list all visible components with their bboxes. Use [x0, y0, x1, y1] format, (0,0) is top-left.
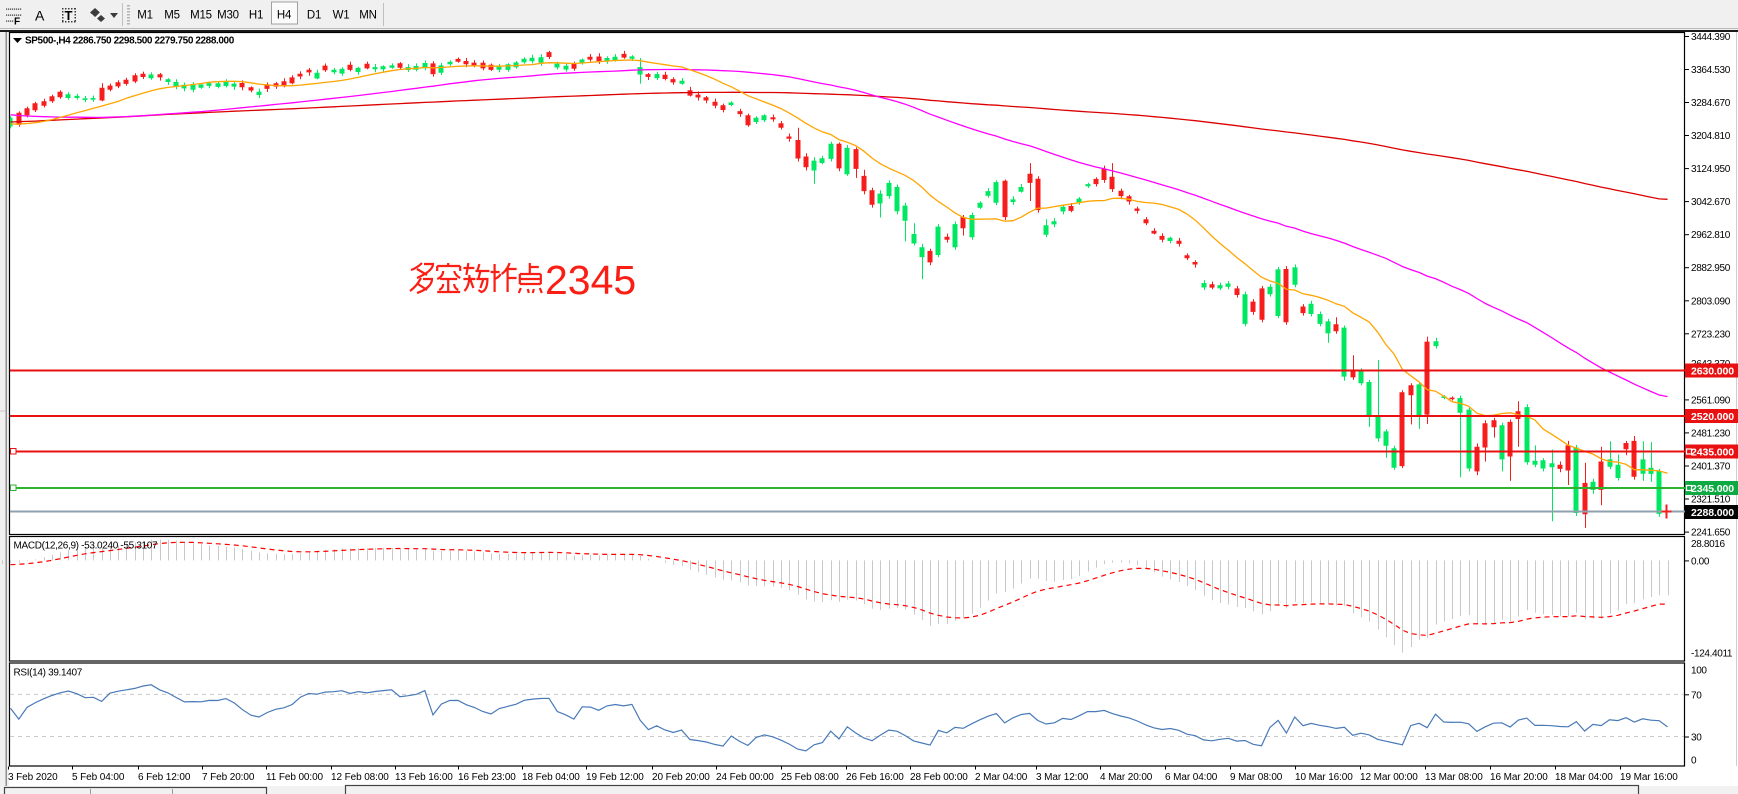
svg-text:12 Feb 08:00: 12 Feb 08:00	[331, 772, 389, 783]
svg-text:70: 70	[1691, 691, 1702, 702]
svg-text:16 Feb 23:00: 16 Feb 23:00	[458, 772, 516, 783]
svg-text:6 Mar 04:00: 6 Mar 04:00	[1165, 772, 1218, 783]
svg-text:3 Mar 12:00: 3 Mar 12:00	[1036, 772, 1089, 783]
svg-text:2401.370: 2401.370	[1691, 462, 1731, 473]
svg-text:F: F	[14, 17, 20, 28]
svg-text:M5: M5	[164, 10, 180, 22]
svg-text:0.00: 0.00	[1691, 557, 1710, 568]
svg-text:M15: M15	[190, 10, 212, 22]
svg-text:2345: 2345	[545, 257, 636, 303]
svg-text:2723.230: 2723.230	[1691, 329, 1731, 340]
svg-text:18 Feb 04:00: 18 Feb 04:00	[522, 772, 580, 783]
svg-text:D1: D1	[307, 10, 321, 22]
svg-text:H1: H1	[249, 10, 263, 22]
svg-text:3 Feb 2020: 3 Feb 2020	[8, 772, 58, 783]
svg-text:20 Feb 20:00: 20 Feb 20:00	[652, 772, 710, 783]
svg-text:MACD(12,26,9) -53.0240 -55.310: MACD(12,26,9) -53.0240 -55.3107	[14, 541, 159, 552]
svg-text:2 Mar 04:00: 2 Mar 04:00	[975, 772, 1028, 783]
svg-text:19 Mar 16:00: 19 Mar 16:00	[1620, 772, 1678, 783]
svg-text:18 Mar 04:00: 18 Mar 04:00	[1555, 772, 1613, 783]
svg-text:M30: M30	[217, 10, 239, 22]
svg-text:10 Mar 16:00: 10 Mar 16:00	[1295, 772, 1353, 783]
svg-text:9 Mar 08:00: 9 Mar 08:00	[1230, 772, 1283, 783]
svg-text:2345.000: 2345.000	[1691, 483, 1734, 495]
svg-text:3284.670: 3284.670	[1691, 98, 1731, 109]
svg-text:0: 0	[1691, 756, 1697, 767]
svg-text:3124.950: 3124.950	[1691, 164, 1731, 175]
svg-text:2630.000: 2630.000	[1691, 366, 1734, 378]
svg-text:26 Feb 16:00: 26 Feb 16:00	[846, 772, 904, 783]
svg-text:2481.230: 2481.230	[1691, 428, 1731, 439]
svg-text:24 Feb 00:00: 24 Feb 00:00	[716, 772, 774, 783]
svg-text:28 Feb 00:00: 28 Feb 00:00	[910, 772, 968, 783]
svg-text:3364.530: 3364.530	[1691, 65, 1731, 76]
svg-text:SP500-,H4 2286.750 2298.500 2: SP500-,H4 2286.750 2298.500 2279.750 228…	[25, 36, 235, 47]
svg-text:16 Mar 20:00: 16 Mar 20:00	[1490, 772, 1548, 783]
svg-text:2520.000: 2520.000	[1691, 411, 1734, 423]
svg-text:3444.390: 3444.390	[1691, 32, 1731, 43]
svg-text:A: A	[35, 8, 45, 24]
svg-text:3042.670: 3042.670	[1691, 197, 1731, 208]
svg-text:100: 100	[1691, 666, 1707, 677]
svg-text:28.8016: 28.8016	[1691, 539, 1725, 550]
svg-text:12 Mar 00:00: 12 Mar 00:00	[1360, 772, 1418, 783]
svg-text:7 Feb 20:00: 7 Feb 20:00	[202, 772, 255, 783]
svg-text:2882.950: 2882.950	[1691, 263, 1731, 274]
svg-text:6 Feb 12:00: 6 Feb 12:00	[138, 772, 191, 783]
svg-text:W1: W1	[333, 10, 350, 22]
svg-text:13 Mar 08:00: 13 Mar 08:00	[1425, 772, 1483, 783]
svg-text:19 Feb 12:00: 19 Feb 12:00	[586, 772, 644, 783]
svg-text:T: T	[65, 8, 73, 23]
svg-text:2962.810: 2962.810	[1691, 230, 1731, 241]
svg-text:5 Feb 04:00: 5 Feb 04:00	[72, 772, 125, 783]
svg-text:4 Mar 20:00: 4 Mar 20:00	[1100, 772, 1153, 783]
svg-text:2288.000: 2288.000	[1691, 507, 1734, 519]
svg-text:2803.090: 2803.090	[1691, 296, 1731, 307]
svg-text:2435.000: 2435.000	[1691, 447, 1734, 459]
svg-text:30: 30	[1691, 733, 1702, 744]
svg-text:13 Feb 16:00: 13 Feb 16:00	[395, 772, 453, 783]
svg-text:M1: M1	[137, 10, 153, 22]
svg-text:3204.810: 3204.810	[1691, 131, 1731, 142]
svg-text:RSI(14) 39.1407: RSI(14) 39.1407	[14, 668, 83, 679]
svg-text:2321.510: 2321.510	[1691, 495, 1731, 506]
svg-text:MN: MN	[359, 10, 377, 22]
svg-text:2241.650: 2241.650	[1691, 528, 1731, 539]
svg-text:11 Feb 00:00: 11 Feb 00:00	[266, 772, 324, 783]
svg-text:-124.4011: -124.4011	[1691, 649, 1733, 660]
svg-text:2561.090: 2561.090	[1691, 395, 1731, 406]
svg-text:25 Feb 08:00: 25 Feb 08:00	[781, 772, 839, 783]
svg-text:H4: H4	[277, 10, 292, 22]
